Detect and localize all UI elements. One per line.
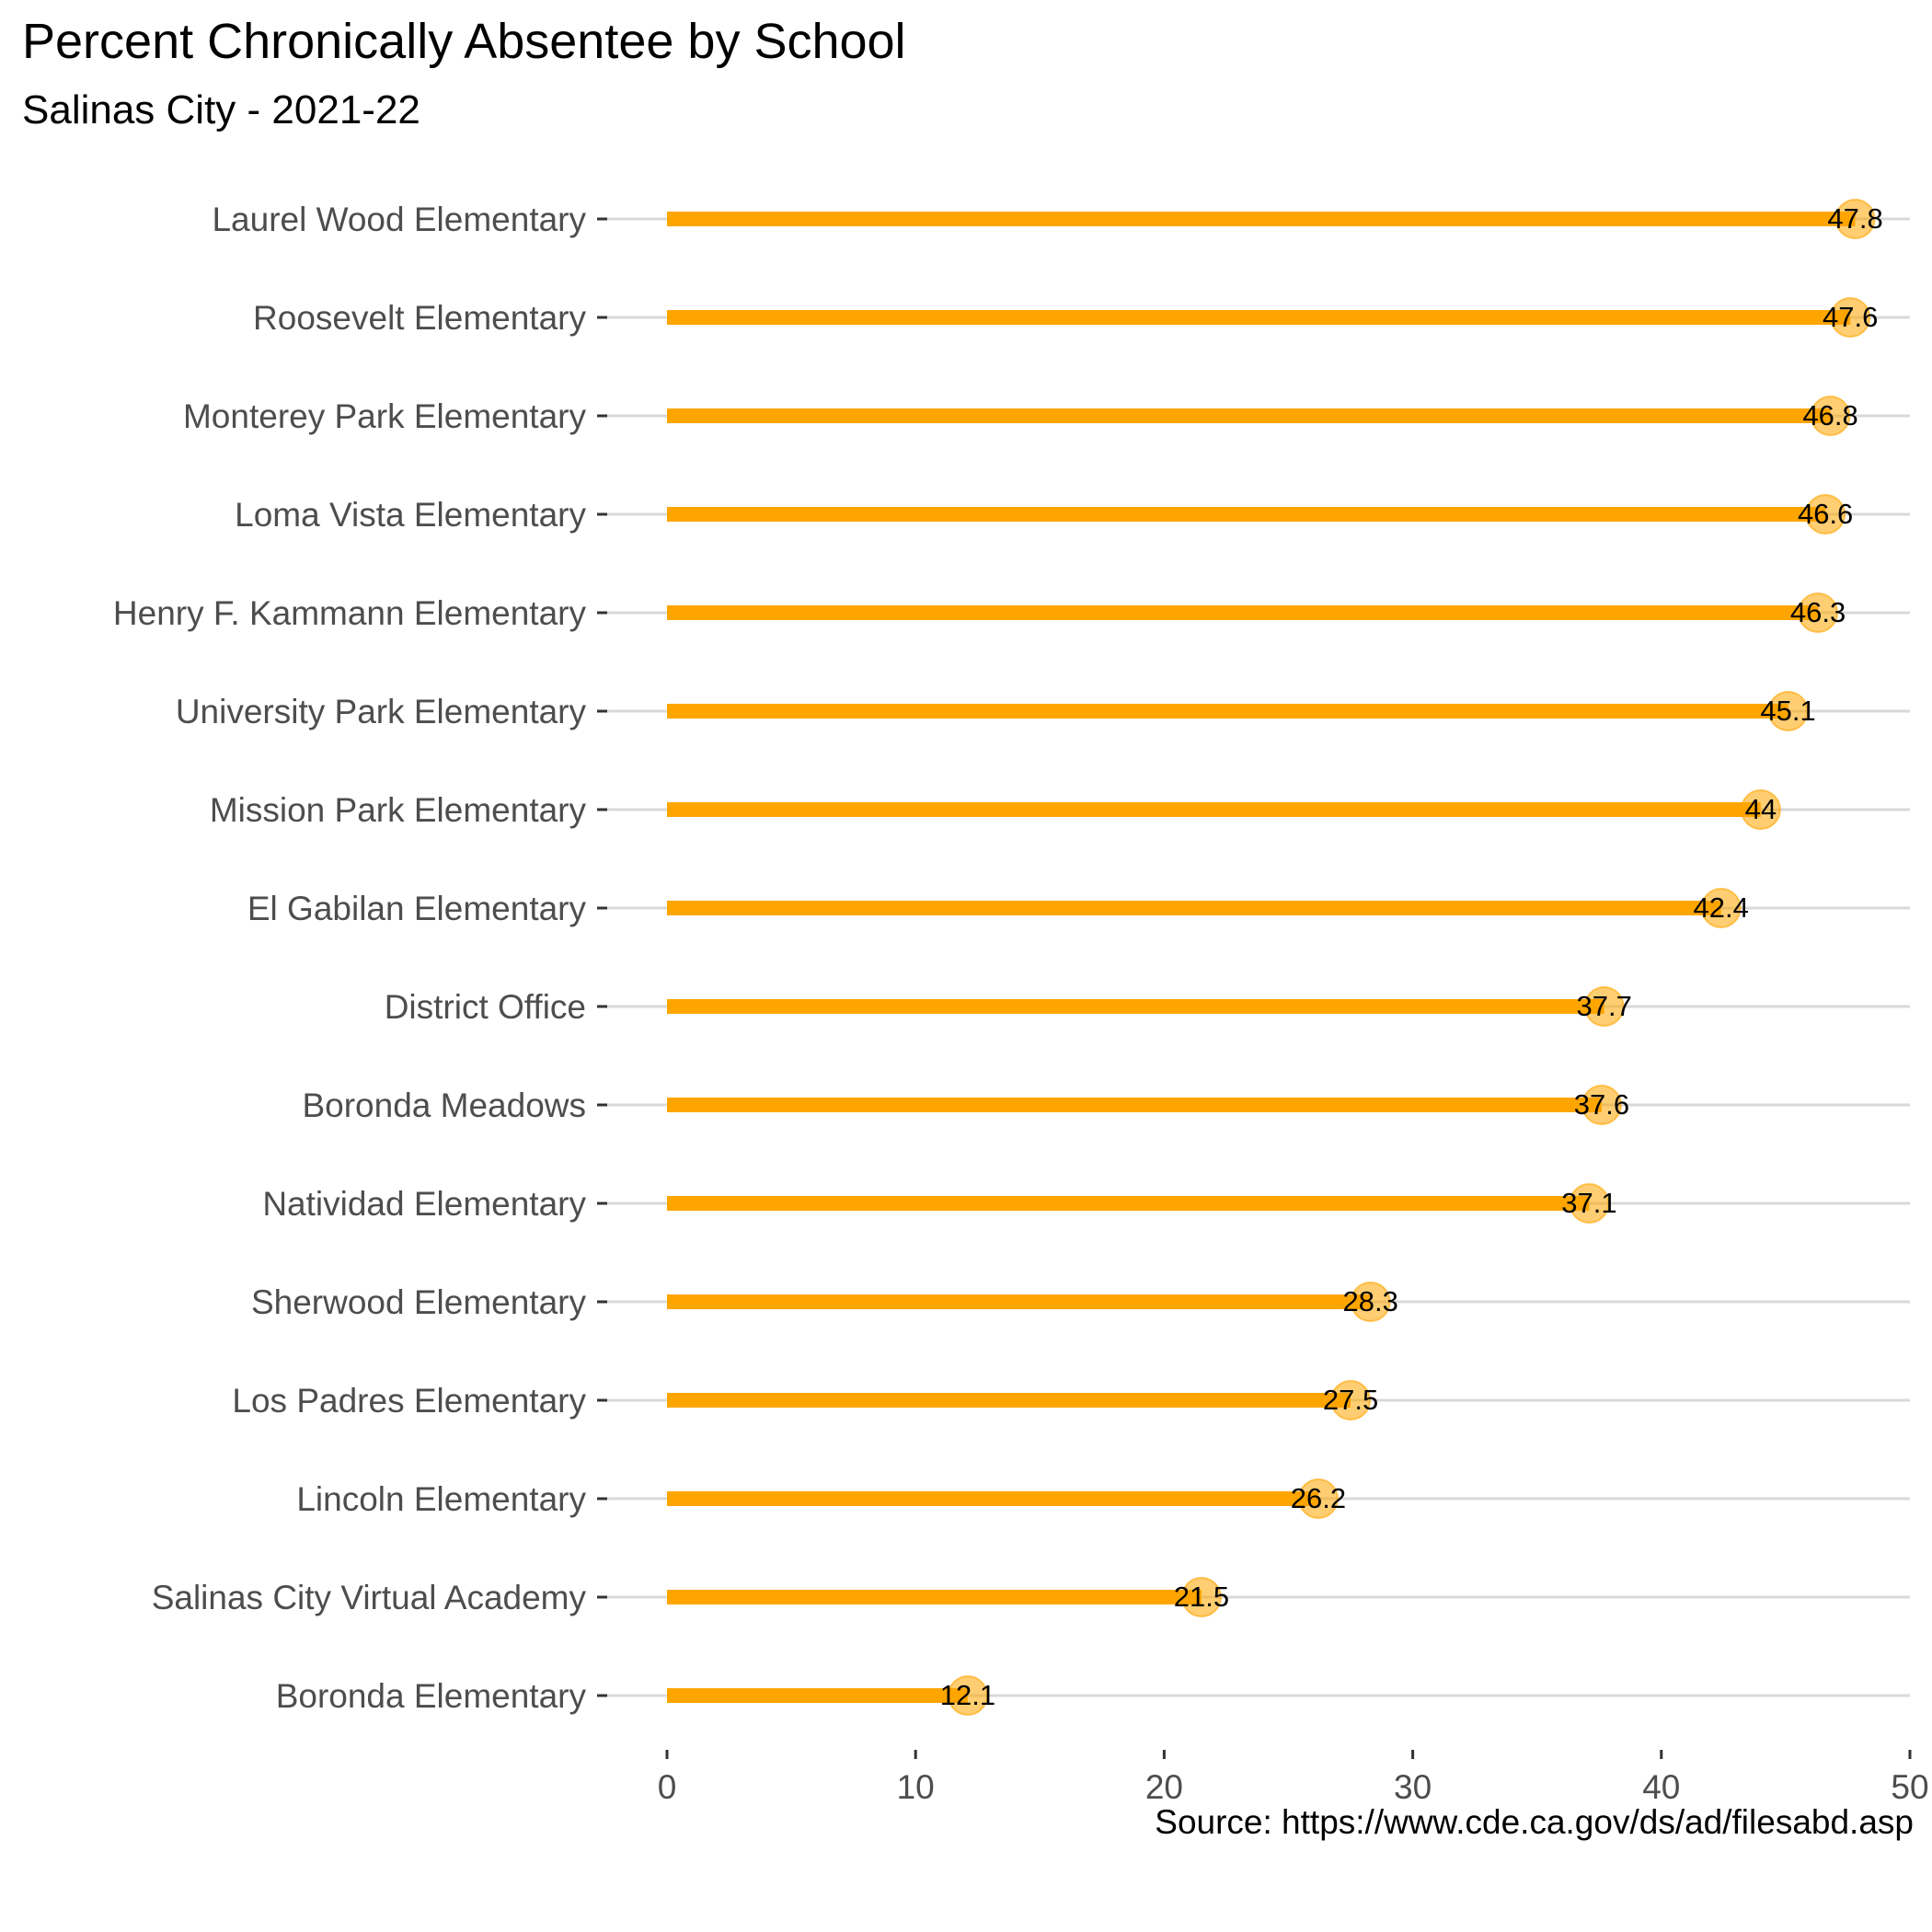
x-tick-label: 30 <box>1394 1768 1432 1806</box>
x-tick-label: 50 <box>1891 1768 1928 1806</box>
data-point <box>1700 888 1742 928</box>
x-axis-ticks: 0 10 20 30 40 50 <box>658 1750 1929 1806</box>
data-label: 37.1 <box>1561 1187 1616 1219</box>
data-point <box>947 1675 988 1716</box>
y-category-label: University Park Elementary <box>176 693 587 730</box>
y-category-label: Los Padres Elementary <box>232 1382 586 1420</box>
data-point <box>1581 1085 1622 1125</box>
data-label: 28.3 <box>1342 1285 1397 1317</box>
data-point <box>1830 297 1871 338</box>
data-label: 21.5 <box>1174 1581 1229 1613</box>
data-labels: 47.8 47.6 46.8 46.6 46.3 45.1 44 42.4 37.7 37.6 37… <box>940 202 1883 1711</box>
y-category-label: Henry F. Kammann Elementary <box>113 594 587 632</box>
data-label: 37.7 <box>1576 990 1631 1022</box>
data-point <box>1740 789 1781 830</box>
grid-lines <box>599 217 1910 1697</box>
data-label: 26.2 <box>1291 1482 1346 1514</box>
y-category-label: Roosevelt Elementary <box>253 299 586 337</box>
y-category-label: Mission Park Elementary <box>210 791 587 829</box>
y-category-label: Monterey Park Elementary <box>183 397 587 435</box>
data-label: 44 <box>1745 793 1777 825</box>
y-category-label: Loma Vista Elementary <box>235 496 586 534</box>
data-point <box>1350 1282 1391 1322</box>
data-point <box>1810 396 1851 436</box>
data-point <box>1297 1478 1339 1519</box>
chart-subtitle: Salinas City - 2021-22 <box>22 87 420 132</box>
data-point <box>1798 592 1839 633</box>
data-label: 45.1 <box>1760 695 1815 727</box>
bars <box>667 212 1856 1703</box>
data-label: 47.8 <box>1827 202 1882 235</box>
data-label: 27.5 <box>1323 1384 1378 1416</box>
y-category-label: Boronda Meadows <box>302 1087 586 1124</box>
y-category-label: Laurel Wood Elementary <box>212 201 586 238</box>
data-point <box>1569 1183 1610 1224</box>
y-category-label: El Gabilan Elementary <box>247 890 587 927</box>
chart-caption: Source: https://www.cde.ca.gov/ds/ad/fil… <box>1155 1803 1914 1841</box>
data-point <box>1767 691 1809 731</box>
points <box>947 199 1876 1716</box>
data-label: 46.8 <box>1802 399 1857 431</box>
data-label: 37.6 <box>1574 1088 1629 1121</box>
y-axis-category-labels: Laurel Wood Elementary Roosevelt Elementa… <box>113 201 607 1715</box>
data-point <box>1834 199 1876 239</box>
y-category-label: Salinas City Virtual Academy <box>152 1579 587 1616</box>
data-label: 46.3 <box>1790 596 1846 628</box>
y-category-label: Lincoln Elementary <box>296 1480 586 1518</box>
y-category-label: Natividad Elementary <box>262 1185 586 1223</box>
x-tick-label: 20 <box>1145 1768 1183 1806</box>
x-tick-label: 0 <box>658 1768 677 1806</box>
y-category-label: Sherwood Elementary <box>251 1283 587 1321</box>
data-label: 42.4 <box>1693 891 1748 924</box>
y-category-label: Boronda Elementary <box>276 1677 587 1715</box>
y-category-label: District Office <box>385 988 586 1026</box>
data-label: 46.6 <box>1798 498 1853 530</box>
chart-title: Percent Chronically Absentee by School <box>22 14 906 69</box>
data-point <box>1805 494 1846 535</box>
data-point <box>1583 986 1625 1027</box>
data-label: 12.1 <box>940 1679 995 1711</box>
x-tick-label: 40 <box>1642 1768 1680 1806</box>
data-point <box>1330 1380 1372 1420</box>
data-label: 47.6 <box>1823 301 1878 333</box>
data-point <box>1180 1577 1222 1617</box>
x-tick-label: 10 <box>897 1768 935 1806</box>
